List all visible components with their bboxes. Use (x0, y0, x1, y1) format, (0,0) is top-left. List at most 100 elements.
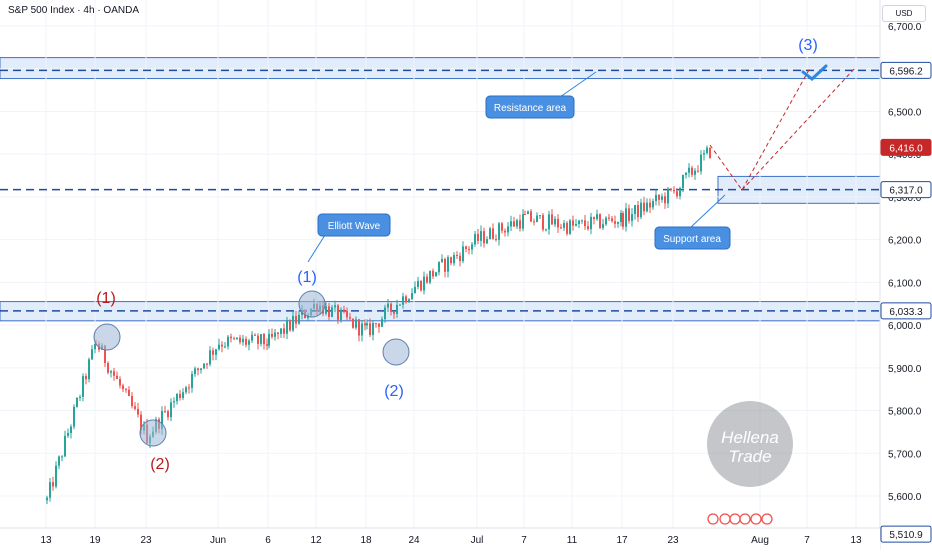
candle-body (257, 335, 259, 344)
candle-body (519, 220, 521, 229)
candle-body (170, 402, 172, 418)
event-marker-icon[interactable] (729, 513, 741, 525)
candle-body (524, 214, 526, 216)
candle-body (694, 170, 696, 175)
wave-label: (2) (384, 383, 404, 400)
candle-body (346, 310, 348, 318)
candle-body (608, 217, 610, 219)
event-marker-icon[interactable] (707, 513, 719, 525)
candle-body (366, 323, 368, 326)
candle-body (369, 323, 371, 335)
candle-body (176, 393, 178, 402)
candle-body (137, 408, 139, 415)
candle-body (605, 217, 607, 225)
price-tag (880, 61, 932, 79)
x-tick-label: 11 (567, 535, 578, 546)
candle-body (423, 276, 425, 291)
candle-body (703, 153, 705, 155)
candle-body (486, 239, 488, 244)
event-marker-icon[interactable] (719, 513, 731, 525)
event-marker-icon[interactable] (750, 513, 762, 525)
candle-body (575, 224, 577, 226)
candle-body (283, 328, 285, 334)
wave-label: (1) (297, 269, 317, 286)
candle-body (489, 228, 491, 240)
candle-body (110, 371, 112, 373)
candle-body (52, 482, 54, 487)
candle-body (104, 345, 106, 364)
candle-body (185, 387, 187, 393)
candle-body (682, 174, 684, 188)
candle-body (495, 238, 497, 240)
price-tag-label: 5,510.9 (889, 530, 923, 541)
candle-body (620, 213, 622, 223)
candle-body (91, 349, 93, 360)
candle-body (393, 311, 395, 314)
candle-body (504, 230, 506, 233)
candle-body (280, 328, 282, 334)
candle-body (527, 211, 529, 215)
candle-body (474, 233, 476, 245)
y-tick-label: 6,000.0 (888, 321, 922, 332)
currency-selector[interactable]: USD (882, 5, 926, 22)
watermark-text: Trade (728, 447, 771, 466)
overlay-layer: (1) (2) (1) (2) (3) Elliott Wave Resista… (93, 37, 856, 525)
candle-body (274, 332, 276, 337)
candle-body (658, 194, 660, 200)
candle-body (513, 221, 515, 227)
candle-body (387, 303, 389, 308)
y-tick-label: 5,600.0 (888, 492, 922, 503)
chart-title: S&P 500 Index · 4h · OANDA (8, 5, 139, 16)
candle-body (572, 220, 574, 226)
x-tick-label: Jun (210, 535, 226, 546)
x-tick-label: 7 (521, 535, 527, 546)
candle-body (685, 172, 687, 175)
candle-body (471, 244, 473, 250)
callout-resistance-area[interactable] (485, 95, 575, 119)
candle-body (652, 201, 654, 208)
x-tick-label: 23 (140, 535, 152, 546)
candle-body (188, 387, 190, 389)
y-tick-label: 6,100.0 (888, 278, 922, 289)
candle-body (468, 248, 470, 250)
event-marker-icon[interactable] (761, 513, 773, 525)
candle-body (477, 233, 479, 241)
time-axis-background[interactable] (0, 528, 880, 550)
candle-body (533, 221, 535, 223)
candle-body (125, 389, 127, 391)
candle-body (70, 426, 72, 434)
callout-support-area[interactable] (654, 226, 731, 250)
pivot-circle (298, 290, 326, 318)
candle-body (242, 338, 244, 343)
x-tick-label: 6 (265, 535, 271, 546)
candle-body (227, 336, 229, 347)
candle-body (206, 363, 208, 365)
candle-body (85, 376, 87, 380)
candle-body (88, 359, 90, 380)
candle-body (599, 214, 601, 228)
candle-body (289, 320, 291, 331)
price-axis-background[interactable] (880, 0, 932, 550)
callout-elliott-wave[interactable] (317, 213, 391, 237)
candle-body (194, 368, 196, 375)
price-tag (880, 181, 932, 199)
candle-body (414, 286, 416, 294)
candle-body (82, 376, 84, 397)
candle-body (602, 224, 604, 228)
x-tick-label: 24 (408, 535, 420, 546)
candle-body (64, 435, 66, 457)
candle-body (646, 202, 648, 212)
x-tick-label: 17 (616, 535, 628, 546)
event-marker-icon[interactable] (739, 513, 751, 525)
candle-body (337, 305, 339, 320)
candle-body (501, 223, 503, 231)
candle-body (655, 194, 657, 202)
y-tick-label: 6,500.0 (888, 107, 922, 118)
candle-body (516, 220, 518, 227)
price-tag-label: 6,416.0 (889, 143, 923, 154)
candle-body (614, 221, 616, 224)
candle-body (542, 215, 544, 230)
candle-body (203, 363, 205, 369)
